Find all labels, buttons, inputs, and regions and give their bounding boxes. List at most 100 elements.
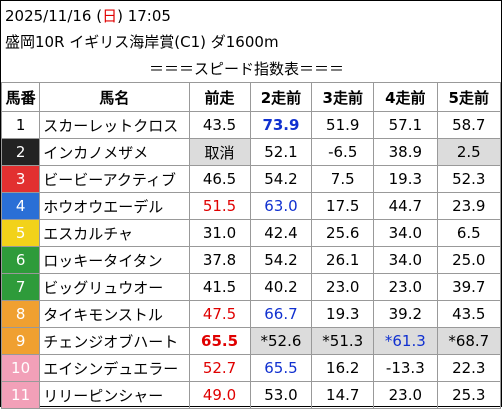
speed-index: 65.5: [249, 354, 313, 382]
speed-index: *52.6: [249, 327, 313, 355]
speed-index: 41.5: [188, 273, 251, 301]
horse-number: 1: [0, 111, 41, 139]
speed-index: *68.7: [436, 327, 502, 355]
row: 7 ビッグリュウオー 41.5 40.2 23.0 23.0 39.7: [0, 273, 502, 301]
horse-number: 7: [0, 273, 41, 301]
horse-name: ビービーアクティブ: [39, 165, 190, 193]
speed-index: 19.3: [373, 165, 438, 193]
speed-index: 19.3: [311, 300, 375, 328]
column-header: 前走: [188, 82, 251, 112]
speed-index: -6.5: [311, 138, 375, 166]
horse-number: 2: [0, 138, 41, 166]
speed-index: 39.7: [436, 273, 502, 301]
row: 1 スカーレットクロス 43.5 73.9 51.9 57.1 58.7: [0, 111, 502, 139]
speed-index: 23.9: [436, 192, 502, 220]
speed-index: 42.4: [249, 219, 313, 247]
speed-index: 25.3: [436, 381, 502, 409]
weekday: 日: [102, 7, 118, 25]
horse-number: 5: [0, 219, 41, 247]
speed-index: 44.7: [373, 192, 438, 220]
horse-number: 3: [0, 165, 41, 193]
datetime: 2025/11/16 (日) 17:05: [5, 5, 171, 26]
speed-index: 58.7: [436, 111, 502, 139]
speed-index: 16.2: [311, 354, 375, 382]
header-row: 馬番 馬名 前走 2走前 3走前 4走前 5走前: [0, 82, 502, 112]
row: 5 エスカルチャ 31.0 42.4 25.6 34.0 6.5: [0, 219, 502, 247]
speed-index: 25.6: [311, 219, 375, 247]
row: 4 ホウオウエーデル 51.5 63.0 17.5 44.7 23.9: [0, 192, 502, 220]
column-header: 4走前: [373, 82, 438, 112]
speed-index: 7.5: [311, 165, 375, 193]
horse-name: インカノメザメ: [39, 138, 190, 166]
row: 9 チェンジオブハート 65.5 *52.6 *51.3 *61.3 *68.7: [0, 327, 502, 355]
column-header: 5走前: [436, 82, 502, 112]
horse-name: ホウオウエーデル: [39, 192, 190, 220]
speed-index: 34.0: [373, 246, 438, 274]
horse-name: チェンジオブハート: [39, 327, 190, 355]
speed-index: 取消: [188, 138, 251, 166]
column-header: 馬番: [0, 82, 41, 112]
column-header: 2走前: [249, 82, 313, 112]
speed-index: 39.2: [373, 300, 438, 328]
speed-index: 46.5: [188, 165, 251, 193]
speed-index: 51.9: [311, 111, 375, 139]
speed-index: *51.3: [311, 327, 375, 355]
horse-name: ロッキータイタン: [39, 246, 190, 274]
speed-index: 43.5: [436, 300, 502, 328]
date: 2025/11/16 (: [5, 7, 103, 25]
speed-index: 37.8: [188, 246, 251, 274]
speed-index: -13.3: [373, 354, 438, 382]
speed-index: 2.5: [436, 138, 502, 166]
time: ) 17:05: [117, 7, 171, 25]
speed-index: 43.5: [188, 111, 251, 139]
horse-name: リリーピンシャー: [39, 381, 190, 409]
speed-index: 23.0: [373, 381, 438, 409]
horse-number: 4: [0, 192, 41, 220]
speed-index: 66.7: [249, 300, 313, 328]
speed-index: 23.0: [373, 273, 438, 301]
speed-index: 6.5: [436, 219, 502, 247]
speed-index: 47.5: [188, 300, 251, 328]
horse-name: タイキモンストル: [39, 300, 190, 328]
speed-index: 52.7: [188, 354, 251, 382]
speed-index: 26.1: [311, 246, 375, 274]
speed-table: 馬番 馬名 前走 2走前 3走前 4走前 5走前 1 スカーレットクロス 43.5 73.9 51.9…: [0, 82, 502, 409]
speed-index: 25.0: [436, 246, 502, 274]
speed-index: 23.0: [311, 273, 375, 301]
speed-index: 40.2: [249, 273, 313, 301]
horse-number: 6: [0, 246, 41, 274]
speed-index: 17.5: [311, 192, 375, 220]
speed-index: *61.3: [373, 327, 438, 355]
speed-index: 49.0: [188, 381, 251, 409]
speed-index: 65.5: [188, 327, 251, 355]
speed-index: 22.3: [436, 354, 502, 382]
horse-number: 11: [0, 381, 41, 409]
row: 6 ロッキータイタン 37.8 54.2 26.1 34.0 25.0: [0, 246, 502, 274]
speed-index: 31.0: [188, 219, 251, 247]
column-header: 馬名: [39, 82, 190, 112]
speed-index: 34.0: [373, 219, 438, 247]
speed-index: 54.2: [249, 165, 313, 193]
horse-number: 8: [0, 300, 41, 328]
column-header: 3走前: [311, 82, 375, 112]
row: 2 インカノメザメ 取消 52.1 -6.5 38.9 2.5: [0, 138, 502, 166]
speed-index: 52.3: [436, 165, 502, 193]
horse-number: 9: [0, 327, 41, 355]
speed-index: 38.9: [373, 138, 438, 166]
subtitle: ＝＝＝スピード指数表＝＝＝: [149, 60, 345, 78]
row: 3 ビービーアクティブ 46.5 54.2 7.5 19.3 52.3: [0, 165, 502, 193]
speed-index: 54.2: [249, 246, 313, 274]
speed-index: 73.9: [249, 111, 313, 139]
speed-index: 51.5: [188, 192, 251, 220]
speed-index: 63.0: [249, 192, 313, 220]
speed-index: 57.1: [373, 111, 438, 139]
horse-name: エスカルチャ: [39, 219, 190, 247]
speed-index: 53.0: [249, 381, 313, 409]
race-title: 盛岡10R イギリス海岸賞(C1) ダ1600m: [5, 33, 279, 51]
horse-name: スカーレットクロス: [39, 111, 190, 139]
row: 10 エイシンデュエラー 52.7 65.5 16.2 -13.3 22.3: [0, 354, 502, 382]
speed-index: 52.1: [249, 138, 313, 166]
row: 8 タイキモンストル 47.5 66.7 19.3 39.2 43.5: [0, 300, 502, 328]
row: 11 リリーピンシャー 49.0 53.0 14.7 23.0 25.3: [0, 381, 502, 409]
